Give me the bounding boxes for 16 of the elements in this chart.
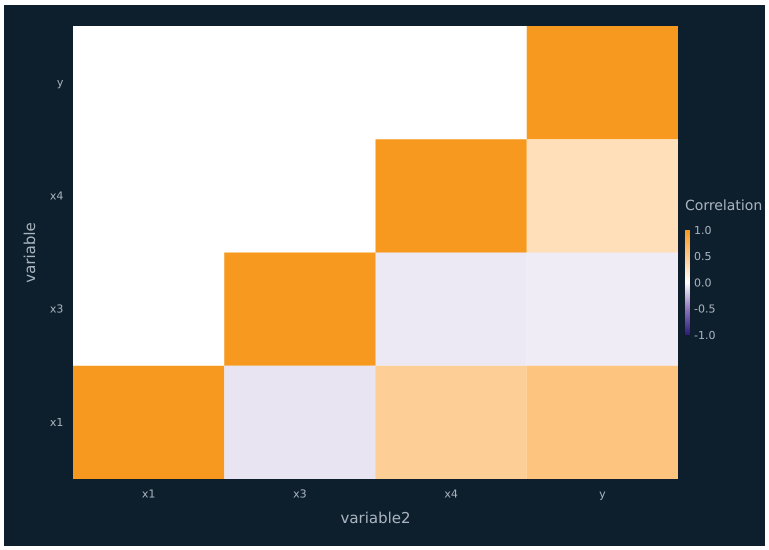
color-bar-title: Correlation	[685, 198, 762, 214]
y-axis-title: variable	[21, 222, 39, 283]
color-bar-label: 0.0	[694, 276, 712, 290]
y-tick-label: x1	[50, 416, 64, 429]
y-tick-label: x3	[50, 302, 64, 316]
x-tick-label: x3	[293, 487, 307, 500]
x-tick-label: x1	[142, 487, 156, 500]
y-tick-label: x4	[50, 189, 64, 202]
x-tick-label: y	[599, 487, 606, 500]
color-bar-label: -1.0	[694, 328, 716, 342]
x-axis-title: variable2	[340, 509, 411, 527]
y-tick-label: y	[56, 76, 64, 90]
color-bar-label: -0.5	[694, 302, 716, 316]
color-bar-label: 0.5	[694, 250, 712, 264]
x-tick-label: x4	[444, 487, 458, 500]
color-bar-label: 1.0	[694, 224, 712, 237]
